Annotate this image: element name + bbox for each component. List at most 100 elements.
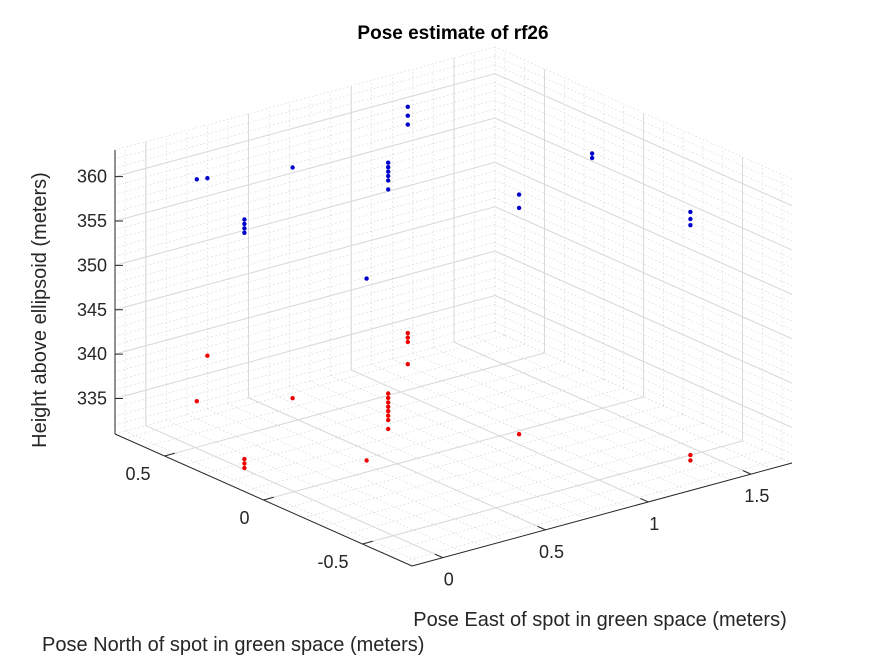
grid-line	[114, 99, 496, 204]
data-point-blue	[386, 169, 391, 174]
grid-line	[114, 250, 496, 355]
data-point-red	[205, 353, 210, 358]
data-point-red	[386, 395, 391, 401]
data-point-blue	[405, 122, 410, 127]
grid-line	[114, 108, 496, 213]
x-tick-mark	[537, 525, 546, 531]
data-point-red	[386, 391, 391, 396]
grid-line	[114, 206, 496, 311]
data-point-blue	[364, 276, 369, 281]
grid-line	[144, 343, 525, 448]
y-tick-mark	[164, 452, 175, 457]
y-tick-label: 0.5	[125, 464, 150, 484]
grid-line	[114, 286, 496, 390]
data-point-red	[364, 458, 369, 463]
z-tick-label: 350	[77, 255, 107, 275]
data-point-blue	[242, 230, 247, 235]
grid-line	[342, 431, 723, 536]
grid-line	[322, 423, 703, 527]
data-point-blue	[516, 192, 522, 197]
grid-line	[114, 259, 496, 364]
data-point-blue	[386, 160, 391, 165]
data-point-blue	[242, 226, 247, 231]
grid-line	[114, 55, 496, 160]
data-point-blue	[194, 177, 199, 182]
data-point-red	[405, 339, 410, 345]
grid-line	[114, 161, 496, 266]
data-point-red	[386, 417, 391, 423]
data-point-blue	[405, 113, 410, 118]
data-point-blue	[290, 165, 295, 170]
data-point-red	[688, 458, 693, 463]
data-point-blue	[589, 155, 595, 161]
grid-line	[114, 277, 496, 382]
grid-line	[124, 335, 505, 439]
grid-line	[114, 64, 496, 169]
grid-line	[114, 153, 496, 257]
data-point-red	[405, 362, 410, 367]
grid-line	[114, 144, 496, 248]
grid-line	[114, 215, 496, 319]
x-tick-label: 1.5	[744, 486, 769, 506]
grid-line	[114, 117, 496, 222]
z-tick-label: 360	[77, 167, 107, 187]
ticks-layer: 0 0.5 1 1.5 -0.5 0 0.5 335 340 345 350 355 360	[77, 167, 769, 590]
data-point-red	[688, 452, 693, 458]
grid-line	[114, 188, 496, 293]
grid-line	[402, 458, 783, 562]
grid-line	[164, 352, 545, 457]
grid-line	[382, 449, 763, 554]
grid-line	[114, 224, 496, 328]
grid-line	[114, 330, 496, 435]
data-point-blue	[386, 165, 391, 170]
y-axis-label: Pose North of spot in green space (meter…	[42, 634, 424, 656]
x-tick-mark	[434, 553, 444, 559]
y-tick-label: -0.5	[317, 552, 348, 572]
data-point-blue	[386, 173, 391, 179]
grid-line	[223, 379, 604, 483]
grid-line	[114, 312, 496, 417]
z-tick-label: 345	[77, 300, 107, 320]
grid-line	[114, 179, 496, 284]
z-axis-label: Height above ellipsoid (meters)	[29, 172, 51, 448]
data-point-blue	[242, 217, 247, 222]
grid-line	[114, 233, 496, 337]
grid-line	[303, 414, 684, 518]
data-point-red	[516, 432, 522, 437]
x-tick-label: 1	[649, 514, 659, 534]
grid-line	[243, 387, 624, 492]
grid-line	[114, 135, 496, 240]
data-point-red	[386, 400, 391, 405]
data-point-red	[194, 399, 199, 404]
chart-title: Pose estimate of rf26	[357, 23, 548, 44]
data-point-blue	[205, 176, 210, 181]
data-point-red	[290, 396, 295, 401]
data-point-blue	[688, 216, 693, 222]
data-point-blue	[405, 104, 410, 110]
x-tick-label: 0.5	[539, 542, 564, 562]
data-point-red	[405, 330, 410, 336]
y-tick-mark	[362, 540, 373, 545]
grid-line	[114, 170, 496, 275]
grid-line	[114, 91, 496, 195]
grid-line	[362, 440, 743, 545]
data-point-red	[242, 461, 247, 466]
x-axis-label: Pose East of spot in green space (meters…	[413, 609, 787, 631]
data-point-blue	[386, 187, 391, 192]
grid-line	[114, 321, 496, 426]
x-tick-mark	[640, 497, 649, 503]
x-axis-line	[411, 462, 793, 567]
data-point-red	[386, 426, 391, 432]
data-point-blue	[589, 151, 595, 156]
grid-line	[204, 370, 585, 474]
data-point-red	[386, 413, 391, 418]
data-point-red	[242, 456, 247, 462]
grid-line	[114, 241, 496, 346]
y-tick-label: 0	[239, 508, 249, 528]
grid-line	[283, 405, 664, 510]
grid-line	[114, 268, 496, 373]
x-tick-mark	[742, 470, 752, 475]
grid-line	[263, 396, 644, 501]
z-tick-label: 340	[77, 344, 107, 364]
